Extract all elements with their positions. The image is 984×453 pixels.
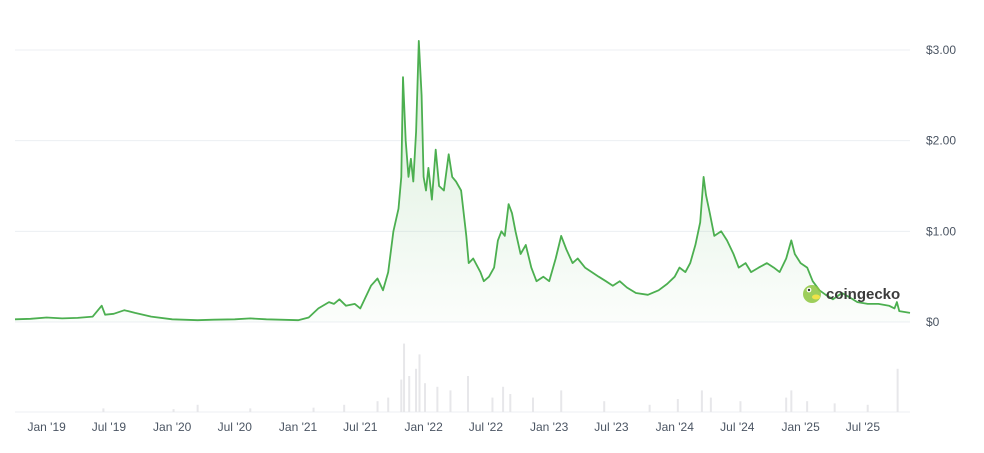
x-tick-label: Jul '22 xyxy=(469,420,504,434)
x-tick-label: Jul '23 xyxy=(594,420,629,434)
volume-bar xyxy=(560,390,563,412)
volume-bar xyxy=(532,397,535,412)
volume-bar xyxy=(603,401,606,412)
volume-bar xyxy=(896,368,899,412)
volume-bar xyxy=(700,390,703,412)
y-tick-label: $2.00 xyxy=(926,134,956,148)
volume-bar xyxy=(833,403,836,412)
x-tick-label: Jan '24 xyxy=(656,420,695,434)
volume-bars xyxy=(102,343,899,412)
volume-bar xyxy=(866,404,869,412)
volume-bar xyxy=(790,390,793,412)
volume-bar xyxy=(648,404,651,412)
watermark-text: coingecko xyxy=(826,286,900,303)
coingecko-gecko-icon xyxy=(803,285,821,303)
volume-bar xyxy=(408,376,411,412)
volume-bar xyxy=(436,386,439,412)
volume-bar xyxy=(424,383,427,412)
volume-bar xyxy=(502,386,505,412)
volume-bar xyxy=(400,379,403,412)
volume-bar xyxy=(343,404,346,412)
y-tick-label: $1.00 xyxy=(926,224,956,238)
volume-bar xyxy=(467,376,470,412)
coingecko-watermark: coingecko xyxy=(803,285,900,303)
volume-bar xyxy=(249,408,252,412)
y-tick-label: $3.00 xyxy=(926,43,956,57)
volume-bar xyxy=(196,404,199,412)
volume-bar xyxy=(449,390,452,412)
price-area xyxy=(15,40,910,323)
x-tick-label: Jan '25 xyxy=(781,420,820,434)
y-tick-label: $0 xyxy=(926,315,940,329)
x-tick-label: Jan '19 xyxy=(27,420,66,434)
y-axis: $0 $1.00 $2.00 $3.00 xyxy=(926,43,956,329)
volume-bar xyxy=(102,408,105,412)
volume-bar xyxy=(509,394,512,412)
x-tick-label: Jan '23 xyxy=(530,420,569,434)
x-axis: Jan '19 Jul '19 Jan '20 Jul '20 Jan '21 Jul '… xyxy=(27,420,880,434)
x-tick-label: Jul '20 xyxy=(218,420,253,434)
volume-bar xyxy=(676,399,679,412)
price-area-fill xyxy=(15,40,910,323)
x-tick-label: Jan '20 xyxy=(153,420,192,434)
x-tick-label: Jan '21 xyxy=(279,420,318,434)
volume-bar xyxy=(376,401,379,412)
x-tick-label: Jul '21 xyxy=(343,420,378,434)
volume-bar xyxy=(387,397,390,412)
volume-bar xyxy=(491,397,494,412)
volume-bar xyxy=(418,354,421,412)
x-tick-label: Jul '24 xyxy=(720,420,755,434)
x-tick-label: Jan '22 xyxy=(404,420,443,434)
price-series-line xyxy=(14,40,911,322)
volume-bar xyxy=(739,401,742,412)
volume-bar xyxy=(415,368,418,412)
volume-bar xyxy=(312,407,315,412)
volume-bar xyxy=(403,343,406,412)
volume-bar xyxy=(785,397,788,412)
volume-bar xyxy=(709,397,712,412)
x-tick-label: Jul '19 xyxy=(92,420,127,434)
volume-bar xyxy=(172,409,175,412)
x-tick-label: Jul '25 xyxy=(846,420,881,434)
volume-bar xyxy=(806,401,809,412)
price-line-group xyxy=(14,40,911,322)
